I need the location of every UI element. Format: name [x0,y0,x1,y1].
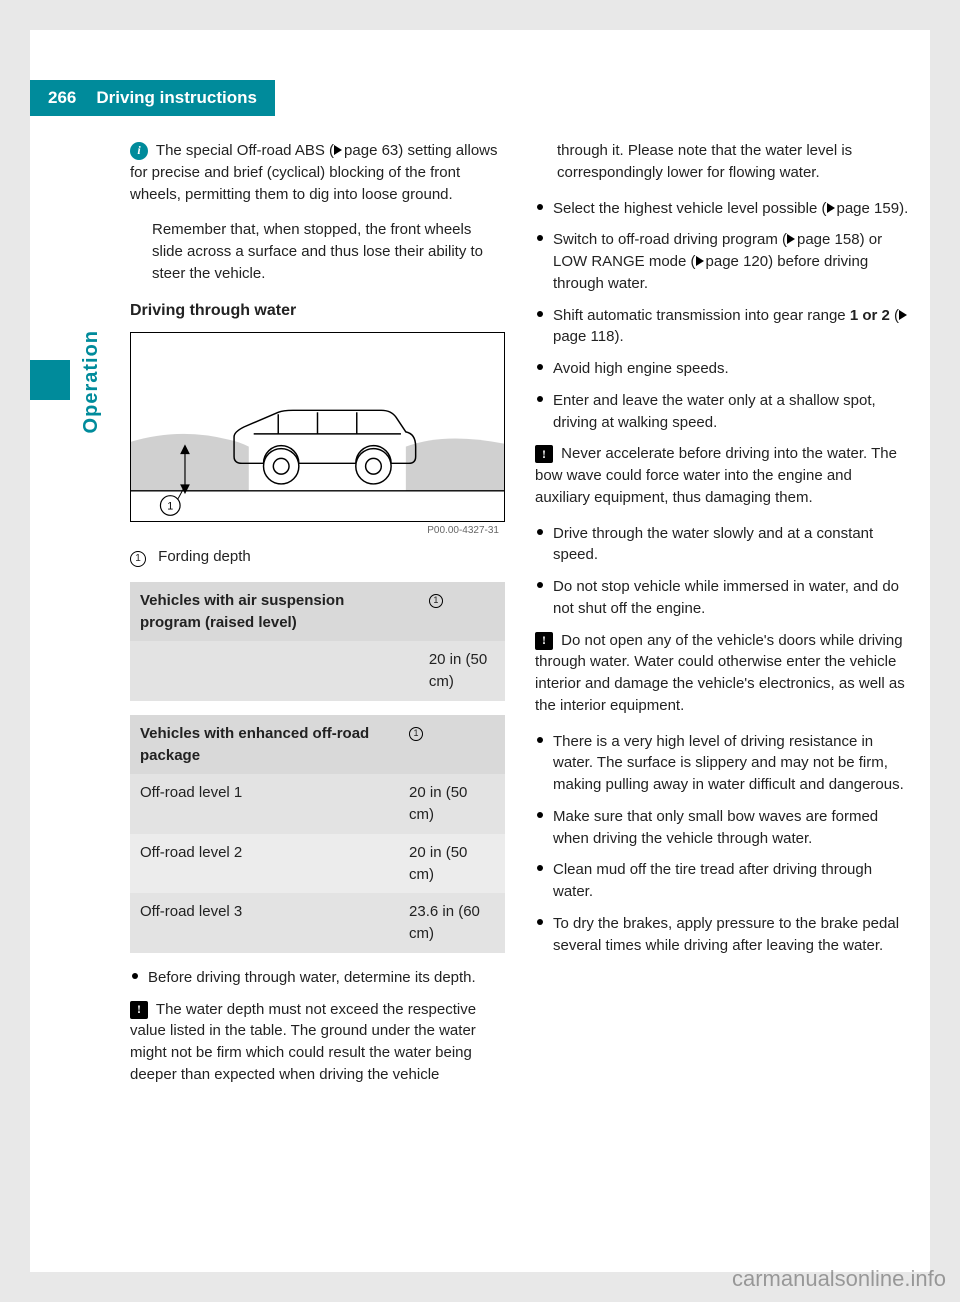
info-text: The special Off-road ABS ( [156,142,334,159]
left-column: i The special Off-road ABS (page 63) set… [130,140,505,1100]
section-label: Operation [80,330,103,433]
list-item: There is a very high level of driving re… [535,731,910,796]
info-continuation: Remember that, when stopped, the front w… [130,219,505,284]
warning-note: ! Never accelerate before driving into t… [535,443,910,508]
bullet-list: Before driving through water, determine … [130,967,505,989]
diagram-code: P00.00-4327-31 [130,524,505,539]
header-bar: 266 Driving instructions [30,80,275,116]
svg-text:1: 1 [167,500,173,512]
list-item: Do not stop vehicle while immersed in wa… [535,576,910,620]
fording-table-air: Vehicles with air suspension program (ra… [130,582,505,701]
warning-note: ! The water depth must not exceed the re… [130,999,505,1086]
watermark: carmanualsonline.info [732,1266,946,1292]
table-col-sym: 1 [399,715,505,775]
table-cell: Off-road level 2 [130,834,399,894]
list-item: Avoid high engine speeds. [535,358,910,380]
circle-1-icon: 1 [429,594,443,608]
list-item: To dry the brakes, apply pressure to the… [535,913,910,957]
table-row: Vehicles with air suspension program (ra… [130,582,505,642]
fording-table-offroad: Vehicles with enhanced off-road package … [130,715,505,953]
table-header: Vehicles with air suspension program (ra… [130,582,419,642]
warning-text: Never accelerate before driving into the… [535,445,897,506]
table-cell [130,641,419,701]
page-ref: page 63 [344,142,398,159]
bullet-list: Select the highest vehicle level possibl… [535,198,910,434]
list-item: Select the highest vehicle level possibl… [535,198,910,220]
callout-label: Fording depth [158,548,251,565]
ref-arrow-icon [334,145,342,155]
content-columns: i The special Off-road ABS (page 63) set… [130,140,910,1100]
table-cell: 20 in (50 cm) [399,774,505,834]
table-cell: Off-road level 3 [130,893,399,953]
table-row: Off-road level 1 20 in (50 cm) [130,774,505,834]
section-heading: Driving through water [130,299,505,322]
list-item: Switch to off-road driving program (page… [535,229,910,294]
list-item: Drive through the water slowly and at a … [535,523,910,567]
warning-icon: ! [535,445,553,463]
list-item: Clean mud off the tire tread after drivi… [535,859,910,903]
chapter-title: Driving instructions [88,80,275,116]
table-cell: Off-road level 1 [130,774,399,834]
manual-page: 266 Driving instructions Operation i The… [30,30,930,1272]
warning-text: The water depth must not exceed the resp… [130,1001,476,1083]
table-cell: 20 in (50 cm) [419,641,505,701]
warning-text: Do not open any of the vehicle's doors w… [535,632,905,714]
table-cell: 20 in (50 cm) [399,834,505,894]
ref-arrow-icon [899,310,907,320]
table-col-sym: 1 [419,582,505,642]
table-row: Vehicles with enhanced off-road package … [130,715,505,775]
callout-legend: 1 Fording depth [130,546,505,568]
vehicle-water-svg: 1 [131,333,504,521]
ref-arrow-icon [827,203,835,213]
table-row: 20 in (50 cm) [130,641,505,701]
table-row: Off-road level 2 20 in (50 cm) [130,834,505,894]
warning-icon: ! [130,1001,148,1019]
info-note: i The special Off-road ABS (page 63) set… [130,140,505,205]
ref-arrow-icon [696,256,704,266]
list-item: Enter and leave the water only at a shal… [535,390,910,434]
fording-diagram: 1 [130,332,505,522]
list-item: Shift automatic transmission into gear r… [535,305,910,349]
section-tab [30,360,70,400]
callout-number-icon: 1 [130,551,146,567]
continuation-text: through it. Please note that the water l… [535,140,910,184]
warning-icon: ! [535,632,553,650]
circle-1-icon: 1 [409,727,423,741]
bullet-list: Drive through the water slowly and at a … [535,523,910,620]
bullet-list: There is a very high level of driving re… [535,731,910,957]
table-cell: 23.6 in (60 cm) [399,893,505,953]
table-header: Vehicles with enhanced off-road package [130,715,399,775]
list-item: Before driving through water, determine … [130,967,505,989]
right-column: through it. Please note that the water l… [535,140,910,1100]
table-row: Off-road level 3 23.6 in (60 cm) [130,893,505,953]
page-number: 266 [30,80,88,116]
info-icon: i [130,142,148,160]
list-item: Make sure that only small bow waves are … [535,806,910,850]
ref-arrow-icon [787,234,795,244]
warning-note: ! Do not open any of the vehicle's doors… [535,630,910,717]
